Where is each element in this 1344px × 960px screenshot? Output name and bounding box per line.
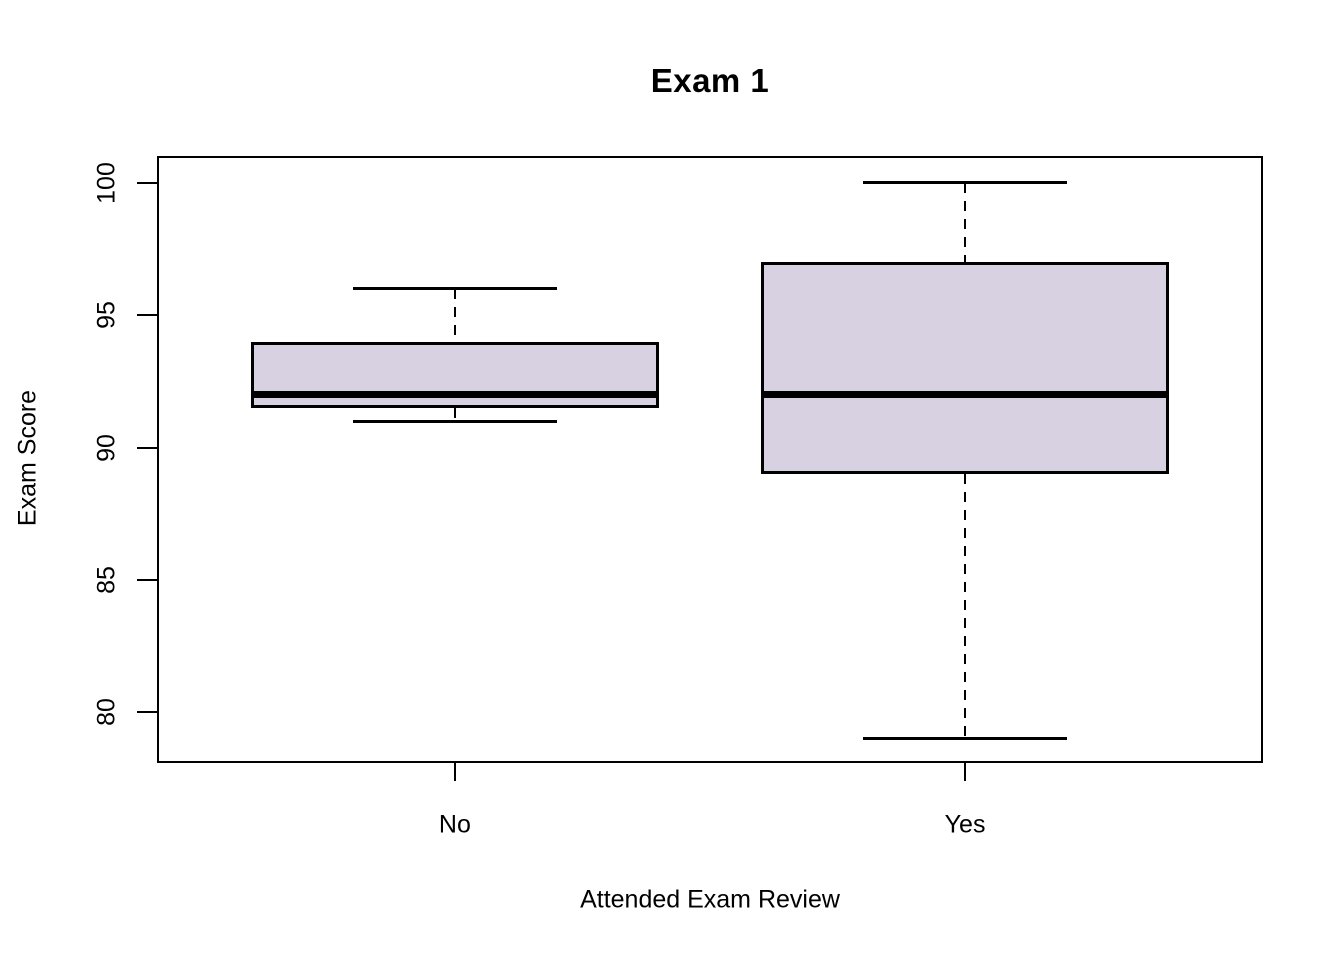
y-axis-tick — [137, 314, 157, 317]
y-axis-tick — [137, 711, 157, 714]
whisker-upper-yes — [964, 182, 967, 263]
chart-title: Exam 1 — [650, 62, 770, 99]
whisker-cap-min-no — [352, 419, 557, 423]
y-axis-tick-label: 100 — [92, 162, 121, 204]
whisker-lower-yes — [964, 474, 967, 739]
y-axis-tick — [137, 446, 157, 449]
median-line-yes — [761, 391, 1170, 399]
box-yes — [761, 262, 1170, 475]
x-axis-tick-no — [453, 763, 456, 781]
whisker-cap-max-no — [352, 287, 557, 291]
whisker-cap-max-yes — [863, 181, 1068, 185]
x-axis-label: Attended Exam Review — [580, 885, 840, 914]
x-axis-tick-label-yes: Yes — [944, 810, 986, 839]
x-axis-tick-yes — [964, 763, 967, 781]
whisker-upper-no — [453, 288, 456, 342]
median-line-no — [250, 391, 659, 399]
y-axis-tick-label: 85 — [92, 566, 121, 594]
whisker-cap-min-yes — [863, 737, 1068, 741]
y-axis-tick-label: 95 — [92, 301, 121, 330]
whisker-lower-no — [453, 407, 456, 422]
y-axis-tick-label: 90 — [92, 433, 121, 462]
y-axis-label: Exam Score — [13, 389, 42, 527]
y-axis-tick — [137, 181, 157, 184]
y-axis-tick — [137, 578, 157, 581]
x-axis-tick-label-no: No — [438, 810, 471, 839]
plot-area: 80 85 90 95 100 No Yes — [93, 156, 1263, 839]
y-axis-tick-label: 80 — [92, 698, 121, 727]
